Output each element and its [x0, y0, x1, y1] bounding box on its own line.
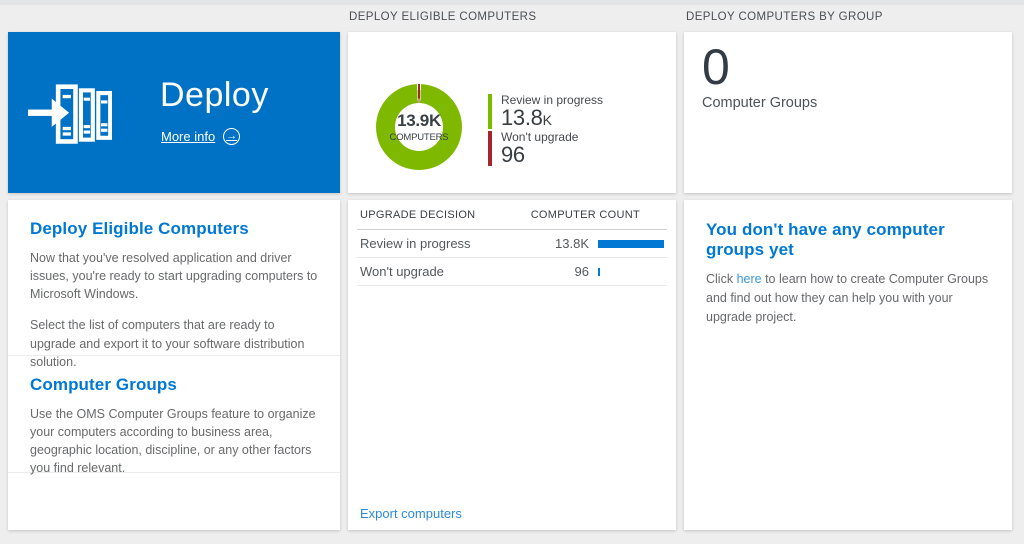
deploy-eligible-computers-heading: Deploy Eligible Computers	[30, 219, 249, 238]
row-bar-box	[598, 267, 664, 276]
row-label: Won't upgrade	[360, 264, 444, 279]
row-value: 96	[574, 264, 589, 279]
deploy-tile[interactable]: Deploy More info →	[8, 32, 340, 193]
section-header-deploy-eligible-computers: DEPLOY ELIGIBLE COMPUTERS	[349, 11, 537, 23]
empty-section	[8, 472, 340, 530]
count-bar	[598, 239, 664, 248]
tile-title: Deploy	[160, 76, 269, 114]
computer-groups-heading: Computer Groups	[30, 375, 177, 394]
deploy-eligible-paragraph-1: Now that you've resolved application and…	[30, 251, 318, 302]
row-value: 13.8K	[555, 236, 589, 251]
count-bar	[598, 267, 600, 276]
export-computers-link[interactable]: Export computers	[360, 506, 462, 521]
more-info-arrow-icon: →	[223, 128, 241, 145]
computer-groups-count: 0	[702, 39, 730, 95]
computer-groups-count-label: Computer Groups	[702, 95, 818, 111]
more-info-label: More info	[161, 129, 216, 144]
computer-groups-section: Computer Groups Use the OMS Computer Gro…	[8, 355, 340, 475]
donut-center: 13.9K COMPUTERS	[390, 103, 449, 151]
legend-label: Review in progress	[501, 93, 604, 107]
table-row[interactable]: Won't upgrade 96	[357, 258, 667, 286]
legend-swatch-red	[488, 131, 492, 167]
no-computer-groups-card: You don't have any computer groups yet C…	[684, 200, 1012, 530]
section-header-deploy-computers-by-group: DEPLOY COMPUTERS BY GROUP	[686, 11, 883, 23]
legend-swatch-green	[488, 94, 492, 130]
column-header-upgrade-decision: UPGRADE DECISION	[360, 208, 476, 221]
deploy-description-card: Deploy Eligible Computers Now that you'v…	[8, 200, 340, 530]
row-bar-box	[598, 239, 664, 248]
upgrade-decision-table-card: UPGRADE DECISION COMPUTER COUNT Review i…	[348, 200, 676, 530]
no-groups-heading: You don't have any computer groups yet	[706, 220, 945, 259]
legend-value: 96	[501, 142, 525, 168]
here-link[interactable]: here	[736, 272, 762, 286]
legend-label: Won't upgrade	[501, 130, 579, 145]
top-divider	[0, 0, 1024, 5]
computer-groups-paragraph: Use the OMS Computer Groups feature to o…	[30, 407, 316, 476]
table-header-row: UPGRADE DECISION COMPUTER COUNT	[357, 200, 667, 230]
legend-item-wont-upgrade: Won't upgrade 96	[488, 130, 603, 168]
more-info-link[interactable]: More info →	[161, 128, 241, 145]
no-groups-paragraph: Click here to learn how to create Comput…	[706, 272, 989, 324]
column-header-computer-count: COMPUTER COUNT	[530, 208, 640, 221]
deploy-eligible-computers-section: Deploy Eligible Computers Now that you'v…	[8, 200, 340, 369]
deploy-eligible-paragraph-2: Select the list of computers that are re…	[30, 318, 305, 369]
donut-total-label: COMPUTERS	[389, 132, 449, 143]
legend-item-review-in-progress: Review in progress 13.8K	[488, 93, 604, 131]
donut-legend: Review in progress 13.8K Won't upgrade 9…	[488, 93, 604, 168]
computers-donut-chart[interactable]: 13.9K COMPUTERS	[376, 84, 462, 170]
donut-total-value: 13.9K	[397, 111, 441, 130]
table-row[interactable]: Review in progress 13.8K	[357, 230, 667, 258]
row-label: Review in progress	[360, 236, 471, 251]
deploy-icon	[28, 84, 112, 144]
legend-value: 13.8K	[501, 105, 552, 131]
eligible-computers-donut-card: 13.9K COMPUTERS Review in progress 13.8K…	[348, 32, 676, 193]
computer-groups-count-card[interactable]: 0 Computer Groups	[684, 32, 1012, 193]
